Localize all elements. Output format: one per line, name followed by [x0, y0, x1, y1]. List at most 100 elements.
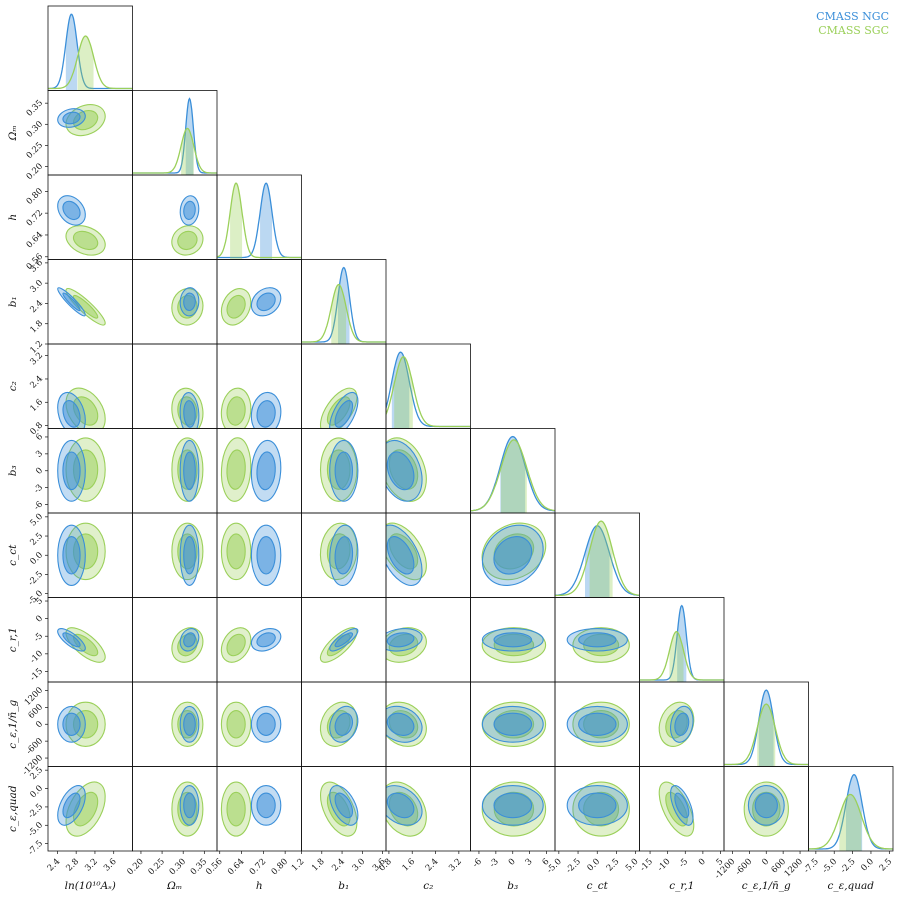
- x-tick-label: -10: [656, 857, 673, 874]
- y-tick-label: 2.4: [28, 374, 45, 391]
- contour-ngc-1sigma: [256, 712, 276, 736]
- x-tick-label: -15: [638, 857, 655, 874]
- y-tick-label: 3.0: [28, 278, 45, 295]
- y-tick-label: -2.5: [26, 802, 45, 821]
- x-tick-label: -2.5: [564, 857, 583, 876]
- panel-content: [301, 266, 386, 344]
- contour-ngc-1sigma: [62, 632, 81, 648]
- panel-content: [171, 701, 204, 747]
- panel-c_ct-vs-b1: [301, 512, 387, 598]
- panel-c_r1-vs-c_r1: [639, 597, 725, 683]
- contour-ngc-1sigma: [62, 792, 81, 819]
- panel-c_e1_ng-vs-h: [216, 681, 302, 767]
- panel-content: [57, 104, 106, 137]
- contour-ngc-1sigma: [183, 200, 196, 221]
- x-tick-label: -5.0: [821, 857, 840, 876]
- panel-content: [481, 627, 547, 663]
- x-tick-label: 3.2: [83, 857, 100, 874]
- panel-c_e1_ng-vs-c_e1_ng: [723, 681, 809, 767]
- contour-ngc-1sigma: [334, 792, 354, 819]
- panel-content: [386, 781, 427, 837]
- panel-c_r1-vs-c_ct: [554, 597, 640, 683]
- contour-ngc-1sigma: [256, 632, 276, 648]
- panel-c_ct-vs-Omega_m: [132, 512, 218, 598]
- panel-content: [132, 97, 217, 175]
- panel-content: [319, 781, 359, 837]
- y-tick-label: -600: [25, 736, 46, 757]
- panel-h-vs-ln_As: 0.560.640.720.80h: [7, 174, 133, 272]
- contour-ngc-1sigma: [256, 451, 276, 491]
- panel-b3-vs-c2: [385, 428, 471, 514]
- marginal-curve-sgc: [808, 793, 893, 850]
- legend-entry-sgc: CMASS SGC: [818, 24, 889, 37]
- panel-content: [743, 781, 789, 837]
- x-tick-label: 2.8: [64, 857, 81, 874]
- x-tick-label: 3.6: [102, 857, 119, 874]
- panel-content: [171, 287, 204, 326]
- x-tick-label: -600: [734, 857, 755, 878]
- y-tick-label: 3.2: [28, 351, 45, 368]
- contour-ngc-1sigma: [62, 400, 81, 428]
- x-tick-label: 2.4: [424, 857, 441, 874]
- panel-content: [220, 522, 282, 586]
- marginal-band-ngc: [391, 352, 410, 429]
- panel-c_r1-vs-Omega_m: [132, 597, 218, 683]
- panel-c_ct-vs-ln_As: -5.0-2.50.02.55.0c_ct: [7, 512, 133, 607]
- marginal-band-sgc: [757, 704, 776, 767]
- y-tick-label: 0.64: [25, 230, 45, 250]
- panel-content: [386, 351, 471, 429]
- y-tick-label: 0: [34, 719, 45, 730]
- panel-content: [171, 522, 204, 586]
- x-axis-label: c_ε,quad: [827, 880, 874, 892]
- contour-ngc-1sigma: [183, 400, 196, 428]
- panel-content: [57, 287, 106, 326]
- contour-ngc-1sigma: [183, 712, 196, 736]
- contour-ngc-1sigma: [256, 292, 276, 312]
- y-tick-label: -5: [32, 631, 45, 644]
- panel-content: [217, 182, 302, 260]
- contour-ngc-1sigma: [62, 111, 81, 125]
- panel-h-vs-h: [216, 174, 302, 260]
- panel-c2-vs-Omega_m: [132, 343, 218, 429]
- y-tick-label: 5.0: [28, 512, 45, 529]
- panel-content: [481, 781, 547, 837]
- marginal-band-sgc: [230, 183, 243, 260]
- panel-content: [319, 387, 359, 429]
- y-axis-label: c₂: [7, 381, 19, 391]
- marginal-band-sgc: [589, 521, 613, 598]
- panel-b3-vs-b3: [470, 428, 556, 514]
- y-tick-label: 0.20: [25, 162, 45, 182]
- panel-content: [555, 520, 640, 598]
- y-tick-label: -3: [32, 483, 45, 496]
- contour-ngc-1sigma: [62, 712, 81, 736]
- contour-ngc-1sigma: [256, 400, 276, 428]
- marginal-curve-sgc: [217, 182, 302, 259]
- panel-c_e_quad-vs-c_ct: -5.0 -2.5 0.0 2.5 5.0 c_ct: [545, 766, 641, 892]
- panel-c_ct-vs-h: [216, 512, 302, 598]
- panel-b1-vs-b1: [301, 259, 387, 345]
- x-tick-label: -3: [488, 857, 501, 870]
- y-tick-label: 0.30: [25, 119, 45, 139]
- marginal-curve-sgc: [555, 520, 640, 597]
- x-tick-label: 5.0: [624, 857, 641, 874]
- contour-ngc-1sigma: [493, 712, 533, 736]
- panel-c_e1_ng-vs-b1: [301, 681, 387, 767]
- x-tick-label: 0.25: [147, 857, 167, 877]
- panel-c_ct-vs-c2: [385, 512, 471, 598]
- y-tick-label: -10: [28, 649, 45, 666]
- contour-ngc-1sigma: [334, 632, 354, 648]
- panel-c2-vs-ln_As: 0.81.62.43.2c₂: [7, 343, 133, 437]
- y-tick-label: 0.72: [25, 208, 45, 228]
- panel-c2-vs-b1: [301, 343, 387, 429]
- panel-content: [220, 627, 282, 663]
- contour-ngc-1sigma: [386, 712, 415, 736]
- panel-content: [386, 701, 427, 747]
- panel-content: [57, 522, 106, 586]
- contour-ngc-1sigma: [493, 536, 533, 575]
- x-tick-label: 0: [507, 857, 518, 868]
- x-tick-label: 0.64: [226, 857, 246, 877]
- y-tick-label: 6: [34, 432, 45, 443]
- panel-content: [639, 604, 724, 682]
- x-tick-label: 1.2: [290, 857, 307, 874]
